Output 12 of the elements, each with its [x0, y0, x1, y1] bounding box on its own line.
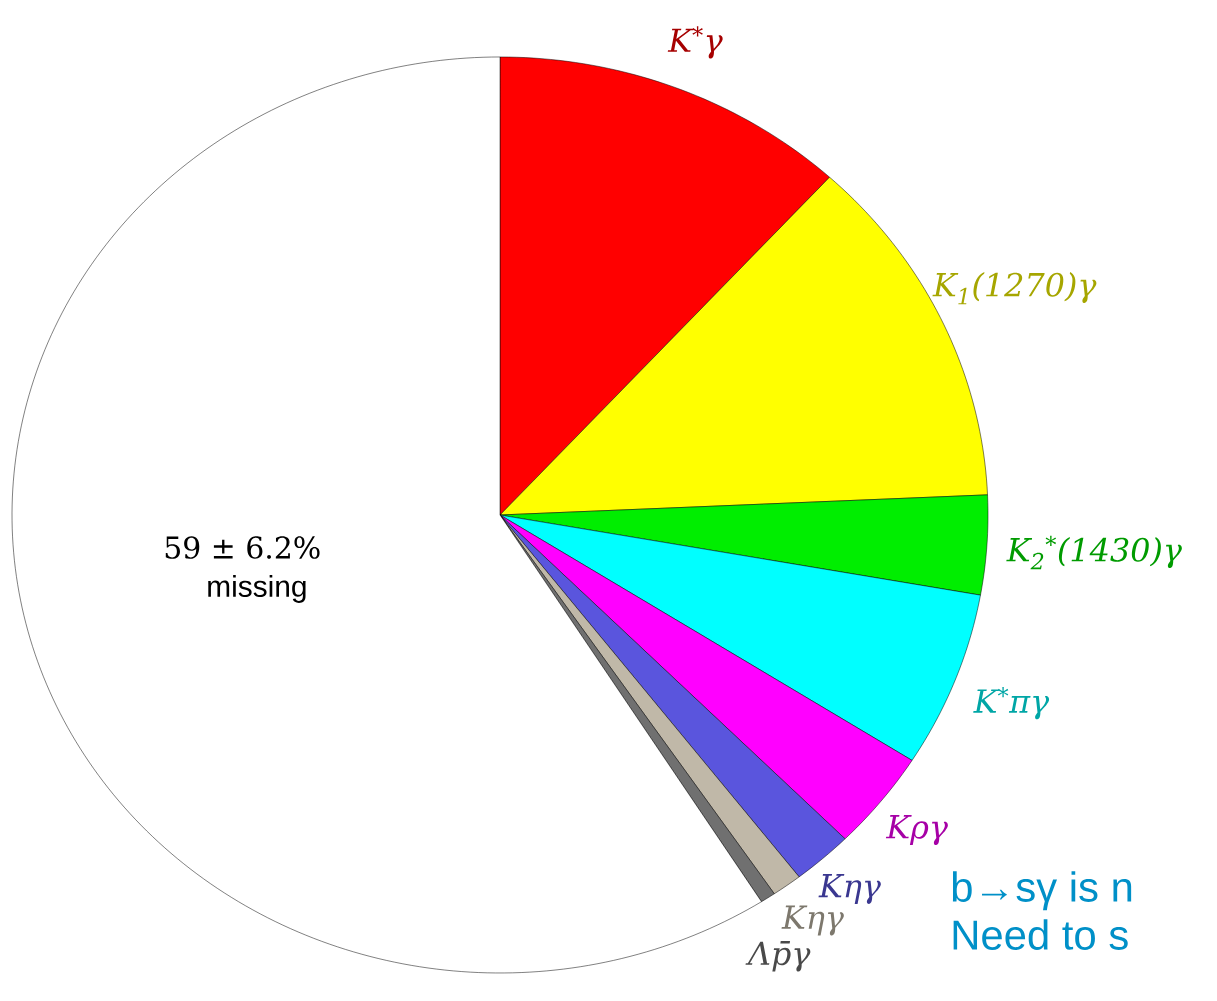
slice-label: missing	[208, 575, 306, 603]
slice-label: Kηγ	[818, 874, 881, 904]
slice-label: Λp̄γ	[745, 941, 811, 972]
slice-label: K$_{2}$$^{*}$(1430)γ	[1006, 535, 1182, 570]
text: Need to s	[953, 919, 1128, 950]
slice-label: Kηγ	[781, 905, 844, 936]
slice-label: K$^{*}$πγ	[973, 687, 1050, 720]
slice-label: K$_{1}$(1270)γ	[932, 272, 1097, 305]
slice-label: K$^{*}$γ	[667, 26, 723, 59]
data-label: 59 ± 6.2%	[165, 536, 320, 559]
slice-label: Kργ	[885, 815, 948, 846]
text: b→sγ is n	[952, 871, 1132, 911]
